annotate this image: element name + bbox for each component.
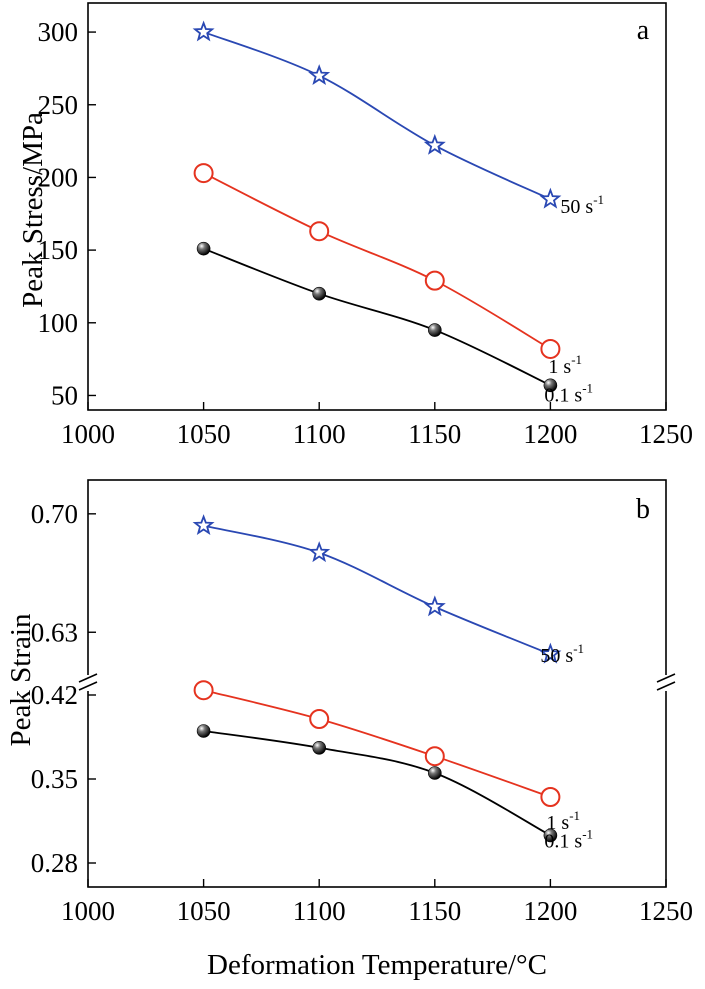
data-point-star bbox=[192, 514, 215, 536]
data-point-ball bbox=[543, 828, 558, 843]
series-ball: 0.1 s-1 bbox=[196, 724, 593, 852]
y-tick-label: 150 bbox=[38, 235, 79, 265]
data-point-star bbox=[539, 642, 562, 664]
series-line bbox=[203, 172, 551, 350]
series-line bbox=[203, 247, 551, 387]
x-tick-label: 1100 bbox=[293, 896, 346, 926]
panel-a-series: 50 s-1 1 s-10.1 s-1 bbox=[192, 20, 604, 406]
axis-break-right bbox=[656, 673, 676, 691]
series-label: 50 s-1 bbox=[540, 641, 584, 667]
data-point-star bbox=[308, 541, 331, 563]
y-tick-label: 0.70 bbox=[31, 499, 78, 529]
data-point-circle bbox=[540, 787, 561, 807]
y-tick-label: 0.35 bbox=[31, 764, 78, 794]
x-axis-label: Deformation Temperature/°C bbox=[207, 949, 547, 981]
data-point-star bbox=[192, 20, 215, 42]
data-point-circle bbox=[424, 270, 445, 291]
series-label: 1 s-1 bbox=[546, 808, 580, 834]
y-tick-label: 200 bbox=[38, 162, 79, 192]
y-tick-label: 300 bbox=[38, 17, 79, 47]
data-point-star bbox=[539, 187, 562, 209]
axis-break-left bbox=[78, 673, 98, 691]
data-point-ball bbox=[427, 323, 442, 337]
panel-b-y-ticks: 0.63 0.70 0.28 0.35 0.42 bbox=[31, 499, 96, 878]
data-point-star bbox=[423, 133, 446, 155]
panel-a-y-axis-label: Peak Stress/MPa bbox=[17, 112, 49, 308]
series-line bbox=[203, 31, 551, 201]
x-tick-label: 1150 bbox=[408, 419, 461, 449]
series-star: 50 s-1 bbox=[192, 20, 604, 218]
panel-a: a Peak Stress/MPa 1000 1050 1100 1150 1200 12… bbox=[17, 2, 693, 449]
series-line bbox=[203, 689, 551, 798]
x-tick-label: 1000 bbox=[61, 896, 115, 926]
y-tick-label: 0.28 bbox=[31, 848, 78, 878]
data-point-circle bbox=[193, 680, 214, 701]
data-point-circle bbox=[540, 338, 561, 359]
x-tick-label: 1200 bbox=[523, 419, 577, 449]
y-tick-label: 0.42 bbox=[31, 680, 78, 710]
x-tick-label: 1150 bbox=[408, 896, 461, 926]
series-line bbox=[203, 524, 551, 656]
series-star: 50 s-1 bbox=[192, 514, 584, 667]
panel-a-y-ticks: 50 100 150 200 250 300 bbox=[38, 17, 96, 410]
x-tick-label: 1100 bbox=[293, 419, 346, 449]
panel-b-letter: b bbox=[636, 494, 650, 525]
panel-b-x-ticks: 1000 1050 1100 1150 1200 1250 bbox=[61, 879, 693, 926]
x-tick-label: 1050 bbox=[177, 419, 231, 449]
data-point-ball bbox=[196, 724, 211, 738]
y-tick-label: 250 bbox=[38, 90, 79, 120]
panel-b-series: 50 s-1 1 s-10.1 s-1 bbox=[192, 514, 593, 852]
panel-a-letter: a bbox=[637, 15, 650, 46]
series-ball: 0.1 s-1 bbox=[196, 241, 593, 406]
panel-b: b Peak Strain 1000 1050 1100 1150 1200 1250 0… bbox=[5, 479, 693, 981]
x-tick-label: 1200 bbox=[523, 896, 577, 926]
data-point-circle bbox=[424, 746, 445, 767]
y-tick-label: 0.63 bbox=[31, 617, 78, 647]
data-point-circle bbox=[309, 709, 330, 729]
data-point-ball bbox=[543, 378, 558, 393]
panel-b-frame bbox=[87, 479, 667, 888]
x-tick-label: 1250 bbox=[639, 419, 693, 449]
data-point-circle bbox=[309, 221, 330, 242]
series-label: 0.1 s-1 bbox=[544, 380, 593, 406]
data-point-star bbox=[308, 64, 331, 86]
x-tick-label: 1000 bbox=[61, 419, 115, 449]
series-label: 0.1 s-1 bbox=[544, 826, 593, 852]
x-tick-label: 1250 bbox=[639, 896, 693, 926]
y-tick-label: 50 bbox=[51, 380, 78, 410]
data-point-ball bbox=[427, 766, 442, 780]
panel-b-y-axis-label: Peak Strain bbox=[5, 613, 37, 746]
data-point-circle bbox=[193, 163, 214, 184]
y-tick-label: 100 bbox=[38, 308, 79, 338]
panel-a-frame bbox=[87, 2, 667, 411]
data-point-ball bbox=[312, 740, 327, 755]
series-circle-open: 1 s-1 bbox=[193, 680, 580, 834]
series-label: 1 s-1 bbox=[548, 352, 582, 378]
series-circle-open: 1 s-1 bbox=[193, 163, 582, 378]
data-point-ball bbox=[312, 286, 327, 301]
x-tick-label: 1050 bbox=[177, 896, 231, 926]
panel-a-x-ticks: 1000 1050 1100 1150 1200 1250 bbox=[61, 402, 693, 449]
data-point-ball bbox=[196, 241, 211, 256]
series-line bbox=[203, 730, 551, 837]
data-point-star bbox=[423, 595, 446, 617]
series-label: 50 s-1 bbox=[560, 192, 604, 218]
